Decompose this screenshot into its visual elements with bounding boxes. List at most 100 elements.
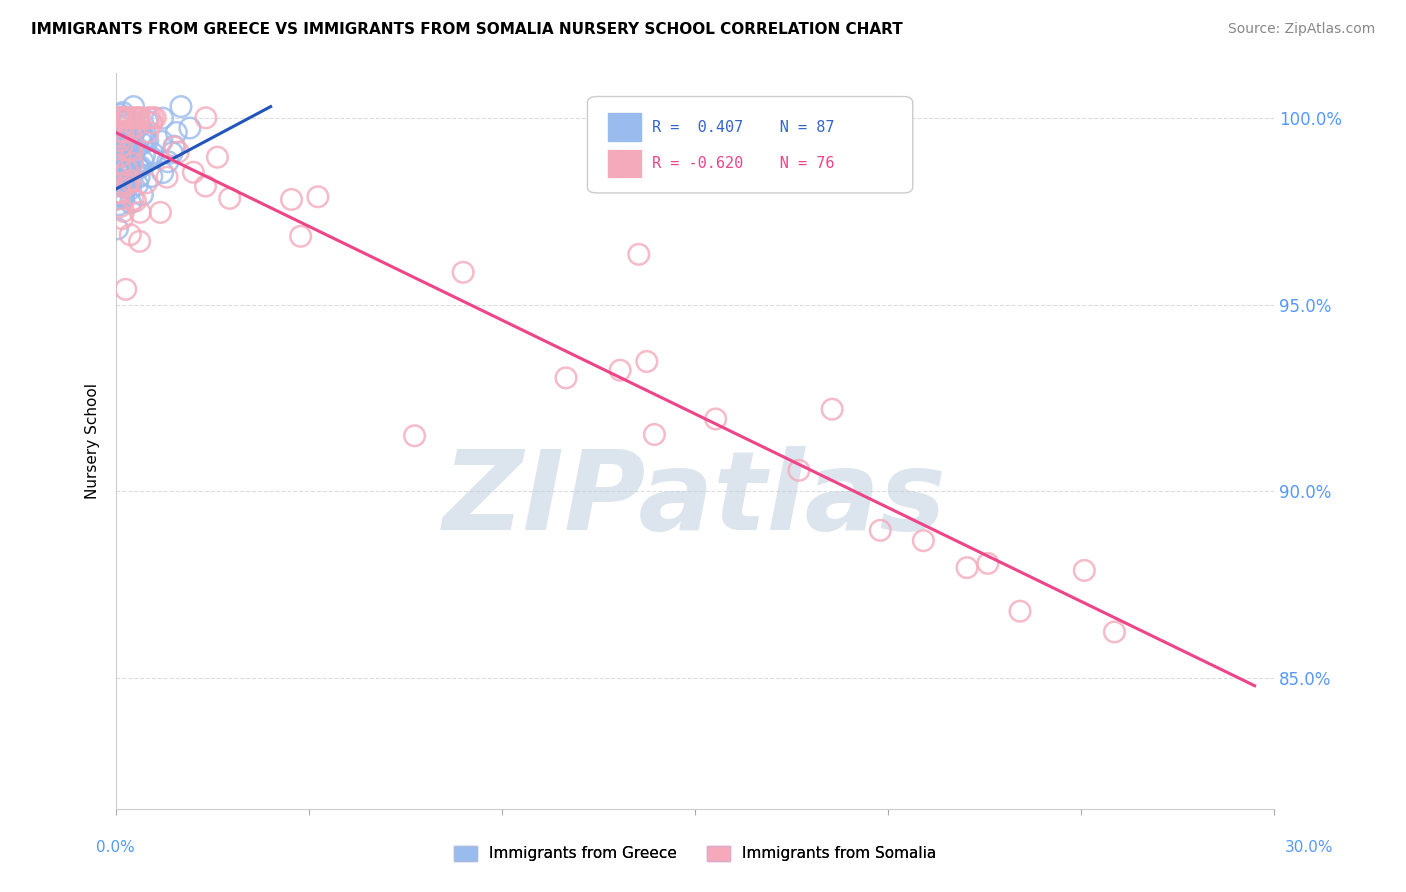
- Point: [120, 173, 142, 187]
- Point: [112, 114, 135, 128]
- Text: 0.0%: 0.0%: [96, 839, 135, 855]
- Point: [194, 111, 217, 125]
- Point: [108, 111, 131, 125]
- Point: [121, 111, 143, 125]
- Point: [280, 193, 302, 207]
- Point: [156, 170, 179, 185]
- Point: [115, 162, 138, 177]
- Point: [117, 111, 139, 125]
- Point: [121, 129, 143, 144]
- Text: R =  0.407    N = 87: R = 0.407 N = 87: [652, 120, 835, 135]
- Point: [117, 149, 139, 163]
- Point: [136, 114, 159, 128]
- Point: [120, 195, 142, 210]
- Point: [451, 265, 474, 279]
- Point: [127, 161, 149, 176]
- Point: [118, 165, 141, 179]
- Point: [111, 111, 134, 125]
- Point: [110, 111, 132, 125]
- Point: [114, 119, 136, 133]
- Point: [141, 169, 163, 184]
- Point: [115, 181, 138, 195]
- Point: [1008, 604, 1031, 618]
- Point: [143, 111, 166, 125]
- Point: [127, 111, 149, 125]
- Point: [139, 111, 162, 125]
- Point: [194, 179, 217, 194]
- Point: [207, 150, 229, 164]
- Point: [108, 186, 131, 200]
- Y-axis label: Nursery School: Nursery School: [86, 383, 100, 499]
- Point: [121, 156, 143, 170]
- Point: [136, 111, 159, 125]
- Point: [120, 160, 142, 174]
- Point: [912, 533, 935, 548]
- Point: [135, 176, 157, 190]
- Point: [149, 205, 172, 219]
- Point: [121, 144, 143, 158]
- Point: [163, 139, 186, 153]
- Point: [609, 363, 631, 377]
- Point: [114, 153, 136, 167]
- Point: [112, 204, 135, 219]
- Point: [977, 557, 1000, 571]
- Point: [170, 100, 193, 114]
- Point: [108, 111, 131, 125]
- Point: [108, 136, 131, 151]
- Point: [108, 198, 131, 212]
- Point: [636, 354, 658, 368]
- Point: [162, 145, 184, 160]
- Point: [118, 142, 141, 156]
- Point: [108, 107, 131, 121]
- Point: [179, 121, 201, 136]
- Point: [111, 175, 134, 189]
- Point: [117, 111, 139, 125]
- Point: [107, 222, 129, 236]
- Point: [555, 371, 578, 385]
- Point: [404, 429, 426, 443]
- Point: [120, 123, 142, 137]
- Point: [110, 136, 132, 150]
- Point: [127, 160, 149, 174]
- Point: [107, 165, 129, 179]
- Point: [128, 235, 150, 249]
- Point: [108, 149, 131, 163]
- Point: [108, 200, 131, 214]
- Point: [117, 178, 139, 192]
- Point: [156, 154, 179, 169]
- FancyBboxPatch shape: [609, 113, 641, 142]
- Point: [124, 194, 146, 208]
- Point: [132, 154, 155, 169]
- Point: [107, 150, 129, 164]
- Point: [111, 211, 134, 226]
- Point: [167, 145, 190, 160]
- Point: [127, 178, 149, 192]
- Point: [112, 187, 135, 202]
- Point: [115, 168, 138, 182]
- Point: [122, 193, 145, 207]
- Point: [117, 137, 139, 152]
- Point: [129, 160, 152, 174]
- Text: ZIPatlas: ZIPatlas: [443, 446, 948, 553]
- Point: [114, 174, 136, 188]
- Point: [643, 427, 665, 442]
- Point: [112, 124, 135, 138]
- Text: Source: ZipAtlas.com: Source: ZipAtlas.com: [1227, 22, 1375, 37]
- Point: [290, 229, 312, 244]
- Point: [152, 111, 174, 125]
- Point: [117, 128, 139, 142]
- Point: [704, 412, 727, 426]
- Point: [115, 158, 138, 172]
- Point: [112, 189, 135, 203]
- Point: [142, 111, 165, 125]
- Point: [115, 138, 138, 153]
- Point: [165, 125, 187, 139]
- Point: [142, 146, 165, 161]
- Point: [117, 139, 139, 153]
- Point: [120, 134, 142, 148]
- Point: [112, 163, 135, 178]
- Point: [107, 172, 129, 186]
- Point: [110, 177, 132, 191]
- Point: [128, 169, 150, 184]
- Point: [134, 126, 156, 140]
